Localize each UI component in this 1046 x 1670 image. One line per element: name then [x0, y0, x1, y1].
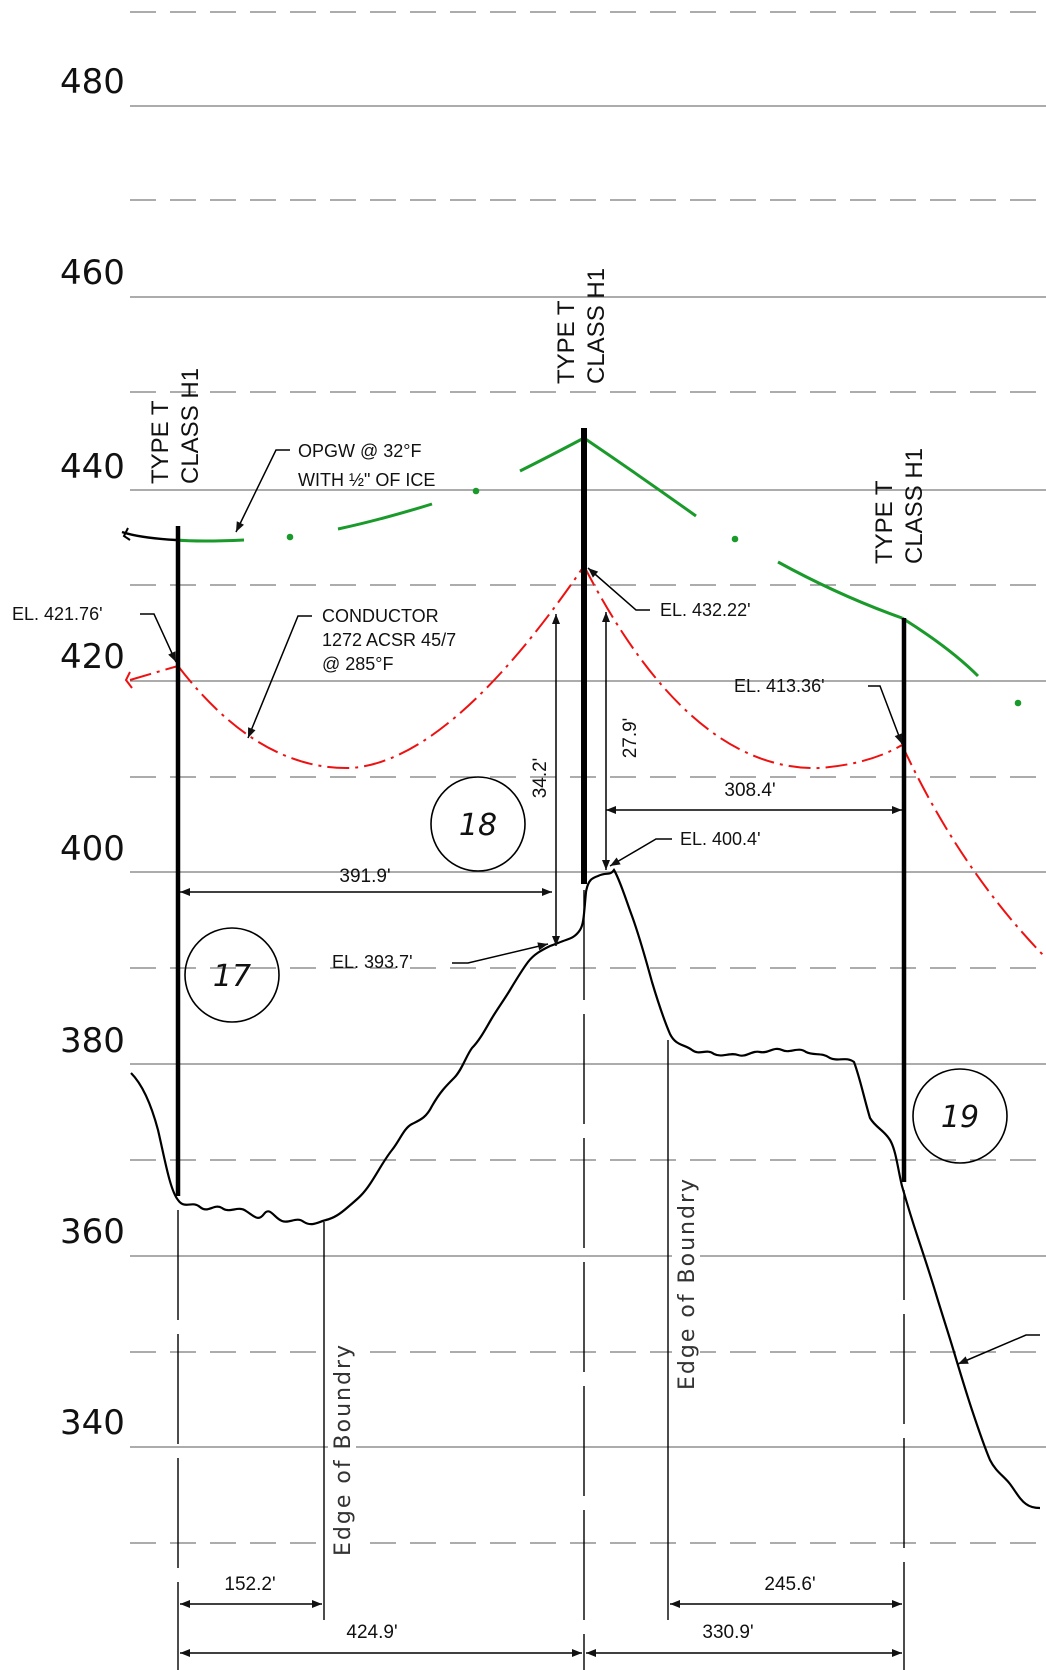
pole-centerlines: [177, 890, 905, 1670]
station-19: 19: [912, 1068, 1008, 1164]
dimension-bottom-right: 330.9': [586, 1622, 902, 1657]
dimension-clearance-left: 34.2': [530, 614, 560, 946]
elevation-label: 460: [60, 253, 125, 293]
elevation-text: EL. 400.4': [680, 829, 761, 849]
opgw-note-line1: OPGW @ 32°F: [298, 441, 422, 461]
conductor-segment: [177, 565, 585, 770]
station-18: 18: [430, 776, 526, 872]
elevation-label: 480: [60, 62, 125, 102]
opgw-segment: [583, 436, 697, 518]
boundary-label-left: Edge of Boundry: [328, 1332, 356, 1562]
structure-label-19: TYPE T CLASS H1: [871, 448, 928, 564]
ground-profile: [130, 867, 1041, 1510]
opgw-callout: OPGW @ 32°F WITH ½" OF ICE: [235, 441, 435, 533]
dimension-span-18-19: 308.4': [606, 780, 902, 814]
opgw-wire: [175, 436, 1022, 707]
conductor-segment: [583, 565, 903, 770]
opgw-leader: [235, 449, 290, 533]
conductor-note-line3: @ 285°F: [322, 654, 394, 674]
conductor-leader: [247, 615, 312, 739]
boundary-label-right: Edge of Boundry: [672, 1166, 700, 1396]
dimension-clearance-right: 27.9': [602, 612, 641, 870]
conductor-note-line1: CONDUCTOR: [322, 606, 439, 626]
conductor-callout: CONDUCTOR 1272 ACSR 45/7 @ 285°F: [247, 606, 456, 739]
elevation-text: EL. 432.22': [660, 600, 751, 620]
dimension-text: 34.2': [530, 758, 551, 799]
station-number: 19: [941, 1100, 979, 1135]
dimension-text: 330.9': [702, 1622, 753, 1643]
elevation-label: 360: [60, 1212, 125, 1252]
structure-class: CLASS H1: [901, 448, 928, 564]
conductor-segment: [129, 665, 179, 681]
station-circle: [912, 1068, 1008, 1164]
elevation-text: EL. 413.36': [734, 676, 825, 696]
elevation-leader: [609, 838, 672, 867]
poles: [175, 428, 907, 1196]
ground-wire-end-mark: [122, 527, 131, 541]
ground-wire-end: [121, 530, 177, 542]
opgw-segment: [286, 533, 294, 541]
elevation-label: 340: [60, 1403, 125, 1443]
elevation-axis: 480 460 440 420 400 380 360 340: [60, 62, 125, 1443]
boundary-label-bg: [328, 1332, 356, 1562]
structure-label-18: TYPE T CLASS H1: [553, 268, 610, 384]
structure-type: TYPE T: [147, 400, 174, 484]
elevation-label: 380: [60, 1021, 125, 1061]
dimension-bottom-left: 424.9': [180, 1622, 582, 1657]
elevation-leader: [868, 685, 903, 745]
structure-type: TYPE T: [553, 300, 580, 384]
conductor-end-mark: [124, 671, 133, 689]
elevation-label: 420: [60, 637, 125, 677]
boundary-label-bg: [672, 1166, 700, 1396]
station-circle: [184, 927, 280, 1023]
partial-leader: [957, 1334, 1040, 1365]
dimension-text: 245.6': [764, 1574, 815, 1595]
elevation-callout-19: EL. 413.36': [734, 676, 903, 745]
elevation-callout-ground-18: EL. 400.4': [609, 829, 761, 867]
elevation-callout-low: EL. 393.7': [332, 942, 549, 972]
dimension-text: 391.9': [339, 866, 390, 887]
grid: [130, 11, 1046, 1544]
station-17: 17: [184, 927, 280, 1023]
conductor-note-line2: 1272 ACSR 45/7: [322, 630, 456, 650]
structure-class: CLASS H1: [583, 268, 610, 384]
elevation-callout-17: EL. 421.76': [12, 604, 177, 663]
elevation-text: EL. 421.76': [12, 604, 103, 624]
dimension-text: 424.9': [346, 1622, 397, 1643]
elevation-leader: [587, 567, 650, 611]
opgw-segment: [731, 535, 739, 543]
dimension-span-17-18: 391.9': [180, 866, 552, 896]
opgw-segment: [472, 487, 480, 495]
elevation-leader: [452, 942, 549, 964]
dimension-boundary-right: 245.6': [670, 1574, 902, 1608]
opgw-segment: [519, 436, 585, 473]
dimension-text: 152.2': [224, 1574, 275, 1595]
boundary-text: Edge of Boundry: [331, 1343, 356, 1556]
opgw-segment: [175, 538, 245, 543]
station-circle: [430, 776, 526, 872]
station-number: 18: [459, 808, 497, 843]
structure-type: TYPE T: [871, 480, 898, 564]
structure-class: CLASS H1: [177, 368, 204, 484]
conductor-wire: [129, 565, 1046, 959]
structure-label-17: TYPE T CLASS H1: [147, 368, 204, 484]
elevation-text: EL. 393.7': [332, 952, 413, 972]
elevation-label: 400: [60, 829, 125, 869]
station-number: 17: [213, 959, 251, 994]
boundary-text: Edge of Boundry: [675, 1177, 700, 1390]
opgw-segment: [337, 502, 433, 531]
dimension-text: 27.9': [620, 718, 641, 759]
elevation-callout-18-top: EL. 432.22': [587, 567, 751, 620]
conductor-segment: [901, 744, 1046, 959]
opgw-segment: [1014, 699, 1022, 707]
boundary-lines: [323, 1040, 669, 1620]
opgw-note-line2: WITH ½" OF ICE: [298, 470, 435, 490]
dimension-text: 308.4': [724, 780, 775, 801]
elevation-label: 440: [60, 447, 125, 487]
opgw-segment: [777, 560, 903, 620]
elevation-leader: [140, 613, 177, 663]
opgw-segment: [901, 616, 980, 678]
dimension-boundary-left: 152.2': [180, 1574, 322, 1608]
